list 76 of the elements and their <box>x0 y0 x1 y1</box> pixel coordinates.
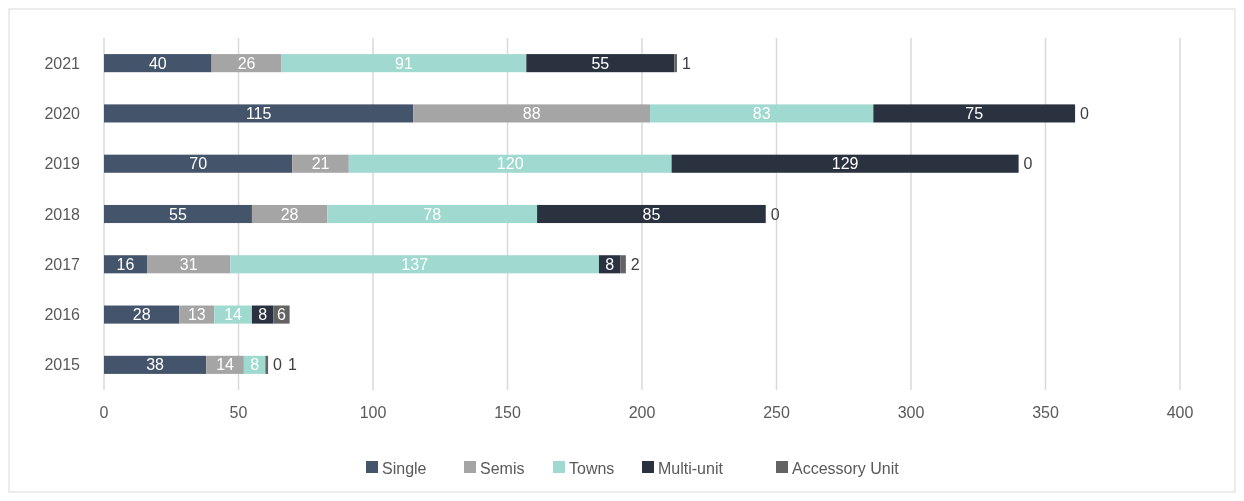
data-label: 13 <box>187 306 206 324</box>
y-tick-label: 2019 <box>44 155 81 173</box>
data-label: 8 <box>258 306 268 324</box>
bar <box>348 154 672 173</box>
legend-label: Accessory Unit <box>792 459 900 477</box>
y-tick-label: 2015 <box>44 356 81 374</box>
data-label: 0 <box>273 356 283 374</box>
data-label: 0 <box>770 205 780 223</box>
data-label: 0 <box>1080 105 1090 123</box>
data-label: 1 <box>288 356 298 374</box>
bar <box>265 355 269 374</box>
bar <box>292 154 349 173</box>
bar <box>537 204 766 224</box>
x-tick-label: 200 <box>628 404 656 421</box>
bar <box>526 54 675 73</box>
data-label: 28 <box>280 205 299 223</box>
legend-label: Single <box>382 459 427 477</box>
data-label: 8 <box>250 356 260 374</box>
bar <box>104 204 252 224</box>
data-label: 115 <box>245 105 272 123</box>
bar <box>147 255 231 274</box>
bar <box>104 355 207 374</box>
bar <box>230 255 599 274</box>
data-label: 2 <box>630 255 640 273</box>
data-label: 16 <box>116 255 135 273</box>
data-label: 6 <box>277 306 287 324</box>
bar <box>674 54 677 73</box>
data-label: 14 <box>216 356 235 374</box>
bar <box>873 104 1076 123</box>
data-label: 40 <box>148 54 167 72</box>
x-tick-label: 400 <box>1166 404 1194 421</box>
data-label: 85 <box>642 205 661 223</box>
data-label: 0 <box>1023 155 1033 173</box>
bar <box>281 54 527 73</box>
x-tick-label: 50 <box>229 404 248 421</box>
bar <box>104 54 212 73</box>
data-label: 26 <box>237 54 256 72</box>
data-label: 55 <box>591 54 610 72</box>
bar <box>650 104 874 123</box>
x-tick-label: 150 <box>494 404 521 421</box>
y-tick-label: 2020 <box>44 105 81 123</box>
data-label: 28 <box>132 306 151 324</box>
legend-label: Semis <box>480 459 525 477</box>
data-label: 14 <box>224 306 243 324</box>
data-label: 91 <box>395 54 413 72</box>
data-label: 31 <box>179 255 198 273</box>
x-tick-label: 350 <box>1032 404 1059 421</box>
bar <box>620 255 626 274</box>
y-tick-label: 2017 <box>44 255 81 273</box>
y-tick-label: 2021 <box>44 54 81 72</box>
data-label: 21 <box>311 155 330 173</box>
bar <box>104 104 414 123</box>
x-tick-label: 100 <box>359 404 387 421</box>
data-label: 137 <box>401 255 429 273</box>
data-label: 1 <box>681 54 691 72</box>
bar <box>327 204 538 224</box>
bar <box>671 154 1019 173</box>
x-tick-label: 300 <box>897 404 925 421</box>
y-tick-label: 2018 <box>44 205 81 223</box>
data-label: 55 <box>169 205 187 223</box>
x-tick-label: 0 <box>99 404 109 421</box>
data-label: 129 <box>831 155 859 173</box>
y-tick-label: 2016 <box>44 306 81 324</box>
data-label: 38 <box>146 356 165 374</box>
bar <box>104 154 293 173</box>
data-label: 78 <box>423 205 442 223</box>
data-label: 88 <box>522 105 541 123</box>
legend-label: Multi-unit <box>658 459 724 477</box>
bar <box>413 104 651 123</box>
data-label: 120 <box>496 155 524 173</box>
data-label: 70 <box>189 155 208 173</box>
legend-label: Towns <box>569 459 615 477</box>
data-label: 8 <box>605 255 615 273</box>
x-tick-label: 250 <box>763 404 790 421</box>
data-label: 83 <box>752 105 771 123</box>
data-label: 75 <box>965 105 984 123</box>
